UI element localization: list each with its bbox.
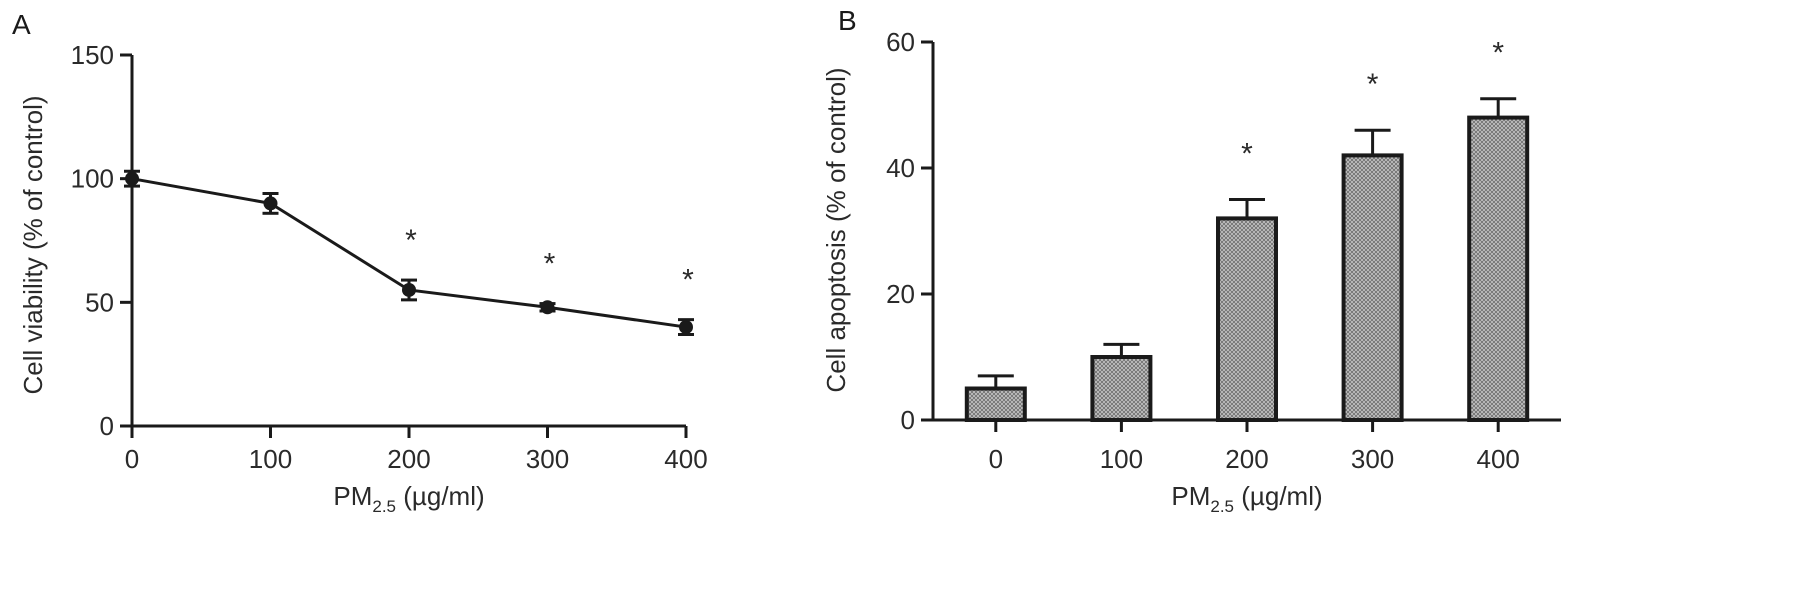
panel-a-series: * * * [124, 169, 694, 336]
panel-a-y-tick-label: 150 [71, 40, 114, 70]
panel-b-y-tick-label: 40 [886, 153, 915, 183]
panel-a-y-axis: 0 50 100 150 [71, 40, 134, 441]
panel-a-x-tick-label: 0 [125, 444, 139, 474]
panel-a: A 0 50 100 150 0 100 200 300 400 * * * Cell viabi… [12, 9, 708, 516]
panel-b-y-axis: 0 20 40 60 [886, 27, 935, 435]
panel-b-label: B [838, 5, 857, 36]
panel-b-bar [1341, 153, 1404, 422]
panel-b: B 0 20 40 60 0 100 200 300 400 * * * Cell apoptos… [821, 5, 1561, 516]
panel-b-x-axis-label: PM2.5 (µg/ml) [1171, 481, 1322, 516]
panel-a-data-point [540, 300, 555, 315]
panel-b-x-tick-label: 100 [1100, 444, 1143, 474]
panel-b-y-tick-label: 60 [886, 27, 915, 57]
panel-a-y-tick-label: 100 [71, 164, 114, 194]
panel-b-significance-marker: * [1492, 37, 1504, 70]
panel-b-y-tick-label: 0 [901, 405, 915, 435]
panel-a-data-point [125, 171, 139, 186]
panel-b-bar [1467, 115, 1530, 422]
panel-b-y-tick-label: 20 [886, 279, 915, 309]
panel-a-significance-marker: * [682, 264, 694, 297]
panel-a-data-point [402, 282, 416, 297]
panel-a-x-axis-label: PM2.5 (µg/ml) [333, 481, 484, 516]
panel-a-data-point [263, 196, 278, 211]
panel-a-x-tick-label: 400 [664, 444, 707, 474]
panel-a-y-axis-label: Cell viability (% of control) [18, 95, 48, 394]
panel-a-x-axis: 0 100 200 300 400 [125, 424, 708, 474]
panel-b-x-tick-label: 0 [989, 444, 1003, 474]
panel-a-significance-marker: * [405, 224, 417, 257]
panel-a-y-tick-label: 50 [85, 287, 114, 317]
panel-b-bar [1090, 355, 1153, 422]
panel-b-x-tick-label: 200 [1225, 444, 1268, 474]
panel-a-y-tick-label: 0 [100, 411, 114, 441]
panel-b-bar [1216, 216, 1278, 422]
panel-b-x-axis: 0 100 200 300 400 [933, 418, 1561, 474]
panel-b-series: * * * [964, 37, 1530, 422]
panel-b-significance-marker: * [1241, 138, 1253, 171]
panel-b-bar [964, 386, 1027, 422]
panel-b-x-tick-label: 400 [1477, 444, 1520, 474]
panel-b-y-axis-label: Cell apoptosis (% of control) [821, 67, 851, 392]
panel-a-significance-marker: * [544, 248, 556, 281]
panel-a-data-point [679, 320, 693, 335]
panel-a-x-tick-label: 100 [249, 444, 292, 474]
panel-a-label: A [12, 9, 31, 40]
panel-a-x-tick-label: 300 [526, 444, 569, 474]
panel-a-x-tick-label: 200 [387, 444, 430, 474]
panel-b-x-tick-label: 300 [1351, 444, 1394, 474]
panel-b-significance-marker: * [1367, 68, 1379, 101]
